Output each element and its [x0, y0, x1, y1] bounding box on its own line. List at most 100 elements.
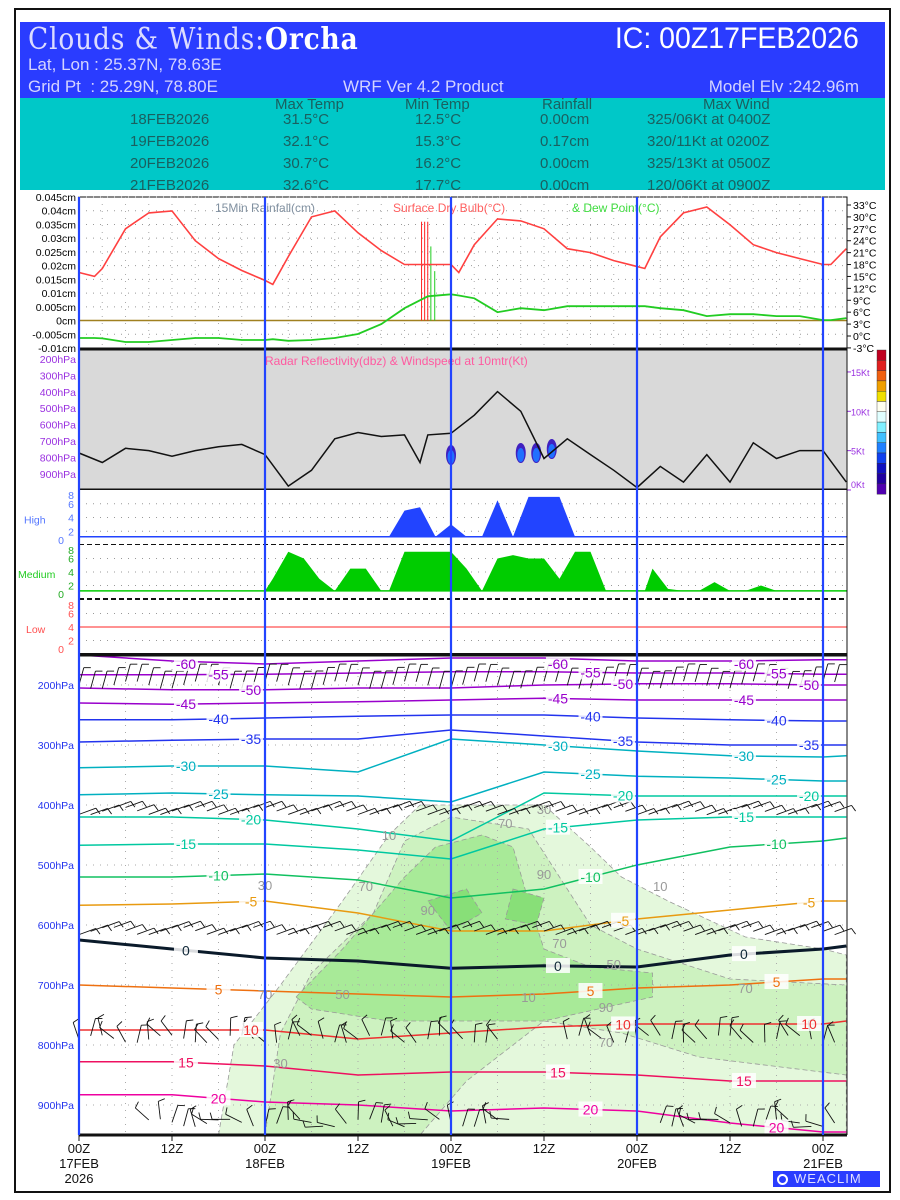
- wind-barb-feather: [650, 1014, 656, 1021]
- wind-barb-feather: [467, 921, 473, 928]
- wind-barb: [438, 671, 445, 689]
- wind-barb-feather: [130, 920, 136, 928]
- isotherm-line: [79, 1020, 847, 1040]
- pressure-tick-label: 400hPa: [38, 800, 74, 812]
- wind-barb: [194, 664, 201, 682]
- isotherm-label: -55: [208, 667, 228, 683]
- wind-barb-feather: [153, 927, 159, 935]
- wind-barb-feather: [223, 804, 229, 811]
- rh-label: 10: [521, 990, 535, 1005]
- pressure-tick-label: 200hPa: [38, 680, 74, 692]
- wind-barb-feather: [666, 1105, 674, 1107]
- wind-barb-feather: [851, 805, 856, 812]
- isotherm-label: 10: [615, 1016, 631, 1032]
- wind-barb: [427, 927, 445, 935]
- wind-barb: [317, 1121, 335, 1128]
- rain-tick-label: 0.035cm: [36, 219, 77, 231]
- wind-barb-feather: [488, 1023, 496, 1026]
- isotherm-label: 20: [769, 1120, 785, 1136]
- reflectivity-colorbar-cell: [876, 370, 887, 382]
- wind-barb: [380, 670, 387, 689]
- wind-barb-feather: [720, 1016, 728, 1019]
- isotherm-label: -55: [766, 666, 786, 682]
- wind-barb: [531, 667, 538, 685]
- rain-tick-label: 0.015cm: [36, 274, 77, 286]
- isotherm-label-bg: [173, 696, 198, 712]
- summary-cell-min: 12.5°C: [415, 111, 462, 128]
- wind-barb-feather: [304, 808, 310, 815]
- header-banner: Clouds & Winds:Orcha IC: 00Z17FEB2026 La…: [20, 22, 885, 98]
- wind-barb: [811, 800, 829, 808]
- wind-barb-feather: [200, 801, 205, 808]
- isotherm-label: -35: [613, 733, 633, 749]
- summary-cell-max: 31.5°C: [283, 111, 330, 128]
- wind-barb-feather: [686, 1112, 690, 1120]
- wind-barb-feather: [711, 804, 717, 812]
- cloud-tick-label: 2: [68, 636, 74, 648]
- isotherm-label-bg: [239, 893, 264, 909]
- wind-barb: [811, 921, 829, 929]
- isotherm-line: [79, 1061, 847, 1082]
- wind-barb-feather: [824, 1102, 830, 1109]
- wind-barb: [287, 1021, 294, 1040]
- wind-barb: [613, 801, 631, 809]
- wind-barb: [520, 670, 526, 689]
- wind-barb-feather: [502, 804, 508, 811]
- isotherm-label: 5: [215, 982, 223, 998]
- wind-barb: [380, 1104, 385, 1123]
- pressure-tick-label: 900hPa: [38, 1100, 74, 1112]
- wind-barb: [171, 921, 190, 929]
- isotherm-label: 20: [583, 1102, 599, 1118]
- wind-barb: [694, 927, 713, 935]
- wind-barb: [113, 920, 131, 928]
- wind-barb: [590, 920, 608, 928]
- wind-barb: [276, 927, 294, 935]
- weaclim-badge[interactable]: WEACLIM: [773, 1171, 880, 1187]
- summary-cell-min: 16.2°C: [415, 155, 462, 172]
- summary-cell-date: 21FEB2026: [130, 177, 210, 194]
- summary-cell-date: 20FEB2026: [130, 155, 210, 172]
- wind-barb: [78, 807, 97, 815]
- isotherm-label-bg: [611, 733, 636, 749]
- wind-barb: [369, 1102, 377, 1120]
- wind-tick-label: 10Kt: [851, 407, 870, 417]
- isotherm-label: -50: [613, 676, 633, 692]
- copyright-icon: [777, 1174, 788, 1185]
- col-header-max-wind: Max Wind: [703, 96, 770, 113]
- radar-panel: [79, 349, 847, 490]
- wind-barb-feather: [827, 800, 833, 808]
- wind-barb: [671, 1021, 676, 1040]
- wind-barb-feather: [678, 1107, 682, 1115]
- wind-barb: [437, 1022, 452, 1036]
- isotherm-label: -45: [734, 692, 754, 708]
- isotherm-label-bg: [797, 1016, 822, 1031]
- wind-barb: [404, 924, 422, 932]
- wind-barb-feather: [723, 927, 729, 935]
- wind-barb-feather: [176, 924, 182, 932]
- wind-barb: [799, 803, 817, 811]
- rh-label: 70: [552, 936, 566, 951]
- wind-barb-feather: [681, 1023, 686, 1031]
- wind-barb: [741, 921, 759, 929]
- wind-barb: [532, 920, 550, 928]
- cloud-tick-label: 8: [68, 545, 74, 557]
- wind-barb-feather: [584, 1014, 591, 1019]
- reflectivity-colorbar-cell: [876, 483, 887, 495]
- wind-barb-feather: [479, 801, 484, 808]
- isotherm-label-bg: [173, 656, 198, 671]
- time-tick-label: 12Z: [161, 1141, 183, 1156]
- wind-barb-feather: [335, 1103, 340, 1110]
- cloud-label-high: High: [24, 515, 46, 527]
- wind-barb-feather: [390, 1024, 394, 1032]
- wind-barb-feather: [682, 1022, 690, 1025]
- summary-cell-date: 19FEB2026: [130, 133, 210, 150]
- wind-barb: [206, 927, 224, 935]
- wind-barb-feather: [444, 808, 450, 815]
- isotherm-label-bg: [206, 710, 231, 726]
- isotherm-line: [78, 654, 847, 665]
- rh-region-90: [427, 888, 483, 932]
- col-header-max-temp: Max Temp: [275, 96, 344, 113]
- reflectivity-colorbar-cell: [876, 349, 887, 361]
- isotherm-label: -45: [176, 696, 196, 712]
- wind-barb: [520, 804, 538, 812]
